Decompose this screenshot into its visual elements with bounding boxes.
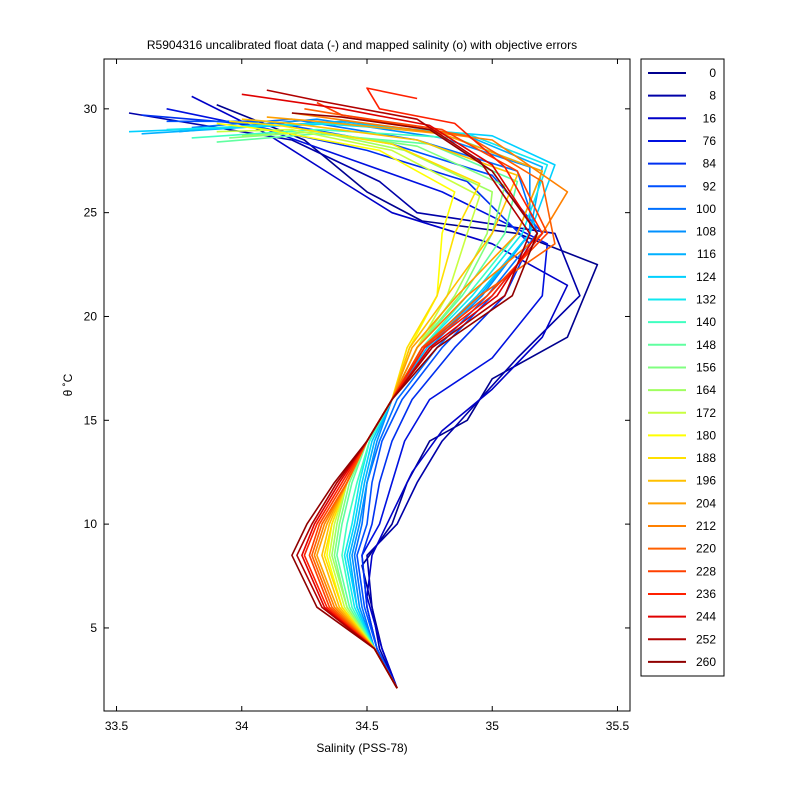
y-tick-label: 5 xyxy=(90,621,97,635)
y-tick-label: 30 xyxy=(84,102,98,116)
legend-label-92: 92 xyxy=(703,179,717,193)
legend-label-196: 196 xyxy=(696,474,716,488)
legend-label-228: 228 xyxy=(696,564,716,578)
legend-label-108: 108 xyxy=(696,225,716,239)
y-tick-label: 20 xyxy=(84,309,98,323)
y-tick-label: 10 xyxy=(84,517,98,531)
series-line-260 xyxy=(291,112,539,689)
y-tick-label: 25 xyxy=(84,206,98,220)
legend-label-140: 140 xyxy=(696,315,716,329)
legend-label-244: 244 xyxy=(696,610,716,624)
legend-label-188: 188 xyxy=(696,451,716,465)
chart-title: R5904316 uncalibrated float data (-) and… xyxy=(147,38,577,52)
legend-label-172: 172 xyxy=(696,406,716,420)
legend-label-164: 164 xyxy=(696,383,716,397)
x-tick-label: 34.5 xyxy=(355,719,379,733)
series-line-84 xyxy=(141,114,531,689)
series-line-16 xyxy=(191,95,569,689)
legend-label-236: 236 xyxy=(696,587,716,601)
legend-label-220: 220 xyxy=(696,542,716,556)
y-tick-label: 15 xyxy=(84,413,98,427)
x-tick-label: 33.5 xyxy=(105,719,129,733)
x-tick-label: 34 xyxy=(235,719,249,733)
legend-label-116: 116 xyxy=(697,247,716,261)
legend-label-148: 148 xyxy=(696,338,716,352)
series-line-236 xyxy=(303,87,544,689)
legend-label-76: 76 xyxy=(703,134,717,148)
x-tick-label: 35.5 xyxy=(606,719,630,733)
legend-label-212: 212 xyxy=(696,519,716,533)
legend-label-16: 16 xyxy=(703,111,717,125)
legend-label-100: 100 xyxy=(696,202,716,216)
x-axis-title: Salinity (PSS-78) xyxy=(316,741,407,755)
legend-label-132: 132 xyxy=(696,293,716,307)
legend-label-204: 204 xyxy=(696,496,716,510)
series-layer xyxy=(128,87,599,689)
legend-label-0: 0 xyxy=(709,66,716,80)
legend-label-124: 124 xyxy=(696,270,716,284)
legend-label-180: 180 xyxy=(696,428,716,442)
series-line-92 xyxy=(166,120,544,689)
series-line-100 xyxy=(191,118,539,689)
legend-label-260: 260 xyxy=(696,655,716,669)
x-axis-ticks: 33.5 34 34.5 35 35.5 xyxy=(105,59,630,733)
x-tick-label: 35 xyxy=(486,719,500,733)
legend: 0 8 16 76 84 92 100 108 116 124 132 140 148 156 164 172… xyxy=(648,66,716,669)
y-axis-title: θ ˚C xyxy=(61,373,75,396)
y-axis-ticks: 5 10 15 20 25 30 xyxy=(84,102,630,635)
legend-label-84: 84 xyxy=(703,157,717,171)
legend-label-156: 156 xyxy=(696,360,716,374)
legend-label-252: 252 xyxy=(696,632,716,646)
legend-label-8: 8 xyxy=(709,89,716,103)
